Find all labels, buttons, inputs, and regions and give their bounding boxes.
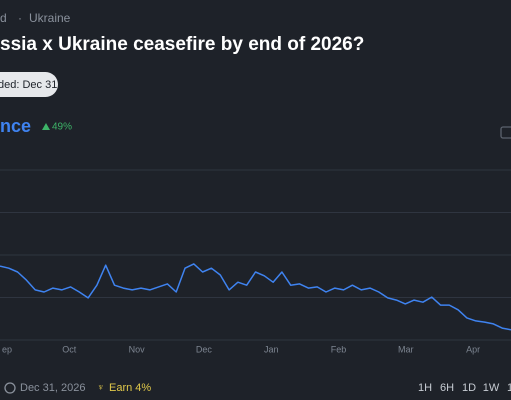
range-button[interactable]: 6H <box>440 382 454 394</box>
chart: ep Oct Nov Dec Jan Feb Mar Apr <box>0 169 511 354</box>
up-arrow <box>42 123 50 130</box>
end-date: ded: Dec 31 <box>0 79 57 91</box>
x-tick-label: Nov <box>129 344 146 354</box>
footer-date: Dec 31, 2026 <box>20 382 85 394</box>
price-line <box>0 263 511 331</box>
x-tick-label: Apr <box>466 344 480 354</box>
end-date-pill[interactable] <box>0 72 58 97</box>
series-label: nce <box>0 116 31 136</box>
x-tick-label: Oct <box>62 344 77 354</box>
range-button[interactable]: 1W <box>483 382 500 394</box>
x-tick-label: ep <box>2 344 12 354</box>
icon[interactable] <box>500 126 511 139</box>
earn-icon: ♆ <box>97 383 105 394</box>
earn[interactable]: Earn 4% <box>109 382 151 394</box>
x-tick-label: Dec <box>196 344 213 354</box>
x-tick-label: Jan <box>264 344 279 354</box>
range-buttons: 1H 6H 1D 1W 1 <box>418 382 511 394</box>
range-button[interactable]: 1H <box>418 382 432 394</box>
range-button[interactable]: 1 <box>507 382 511 394</box>
change: 49% <box>52 122 72 133</box>
breadcrumb[interactable]: Ukraine <box>29 11 71 25</box>
range-button[interactable]: 1D <box>462 382 476 394</box>
x-tick-label: Feb <box>331 344 347 354</box>
x-tick-label: Mar <box>398 344 414 354</box>
clock-icon <box>4 382 16 394</box>
market-title: ssia x Ukraine ceasefire by end of 2026? <box>0 34 364 55</box>
breadcrumb-sep: · <box>18 11 22 25</box>
breadcrumb[interactable]: d <box>0 11 7 25</box>
